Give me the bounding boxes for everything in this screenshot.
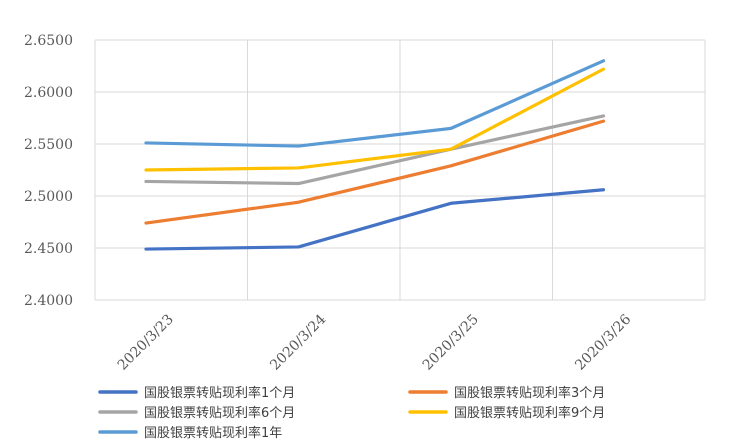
y-tick-label: 2.6500	[24, 33, 73, 49]
y-tick-label: 2.5000	[24, 189, 73, 205]
y-tick-label: 2.6000	[24, 85, 73, 101]
x-tick-label: 2020/3/24	[267, 311, 329, 373]
series-layer	[144, 59, 606, 251]
legend-label: 国股银票转贴现利率3个月	[454, 385, 605, 401]
y-axis-ticks: 2.4000 2.4500 2.5000 2.5500 2.6000 2.6500	[24, 33, 73, 309]
x-tick-label: 2020/3/26	[572, 311, 634, 373]
series-line-4	[144, 59, 606, 148]
x-axis-ticks: 2020/3/23 2020/3/24 2020/3/25 2020/3/26	[115, 311, 635, 373]
series-line-1	[144, 119, 606, 225]
y-tick-label: 2.4500	[24, 241, 73, 257]
legend-label: 国股银票转贴现利率1年	[144, 425, 282, 441]
x-tick-label: 2020/3/25	[420, 312, 482, 374]
legend-label: 国股银票转贴现利率6个月	[144, 405, 295, 421]
series-line-0	[144, 188, 606, 251]
x-tick-label: 2020/3/23	[115, 312, 177, 374]
y-tick-label: 2.4000	[24, 293, 73, 309]
series-line-2	[144, 114, 606, 186]
y-tick-label: 2.5500	[24, 137, 73, 153]
series-line-3	[144, 67, 606, 172]
legend-label: 国股银票转贴现利率9个月	[454, 405, 605, 421]
legend-label: 国股银票转贴现利率1个月	[144, 385, 295, 401]
